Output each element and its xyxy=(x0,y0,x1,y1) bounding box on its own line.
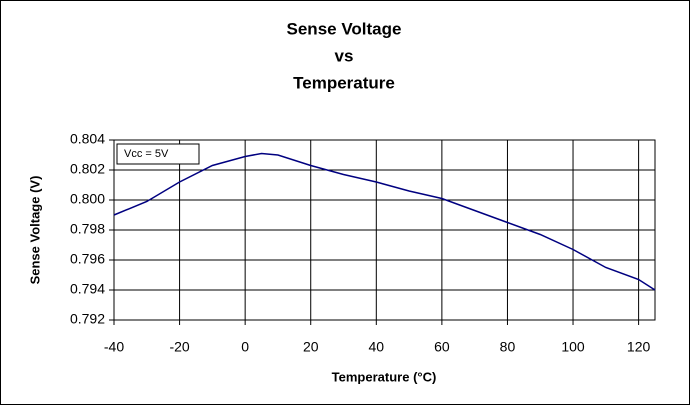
y-tick-label: 0.796 xyxy=(70,251,105,267)
plot-border xyxy=(113,139,656,321)
x-tick-label: -20 xyxy=(169,339,189,355)
x-tick-label: 100 xyxy=(561,339,585,355)
x-tick-label: 80 xyxy=(500,339,516,355)
y-tick-label: 0.800 xyxy=(70,191,105,207)
annotation-box xyxy=(116,143,200,165)
x-axis-label: Temperature (°C) xyxy=(332,369,437,384)
y-tick-label: 0.794 xyxy=(70,281,105,297)
y-tick-label: 0.798 xyxy=(70,221,105,237)
x-tick-label: 0 xyxy=(241,339,249,355)
y-tick-label: 0.792 xyxy=(70,311,105,327)
chart-title: vs xyxy=(335,46,354,65)
annotation: Vcc = 5V xyxy=(124,148,169,160)
y-tick-label: 0.804 xyxy=(70,131,105,147)
x-tick-label: -40 xyxy=(104,339,124,355)
x-tick-label: 40 xyxy=(369,339,385,355)
data-line xyxy=(113,152,656,291)
y-axis-label: Sense Voltage (V) xyxy=(27,176,42,285)
chart-title: Temperature xyxy=(293,73,395,92)
chart-title: Sense Voltage xyxy=(287,19,402,38)
x-tick-label: 120 xyxy=(627,339,651,355)
x-tick-label: 60 xyxy=(434,339,450,355)
y-tick-label: 0.802 xyxy=(70,161,105,177)
x-tick-label: 20 xyxy=(303,339,319,355)
